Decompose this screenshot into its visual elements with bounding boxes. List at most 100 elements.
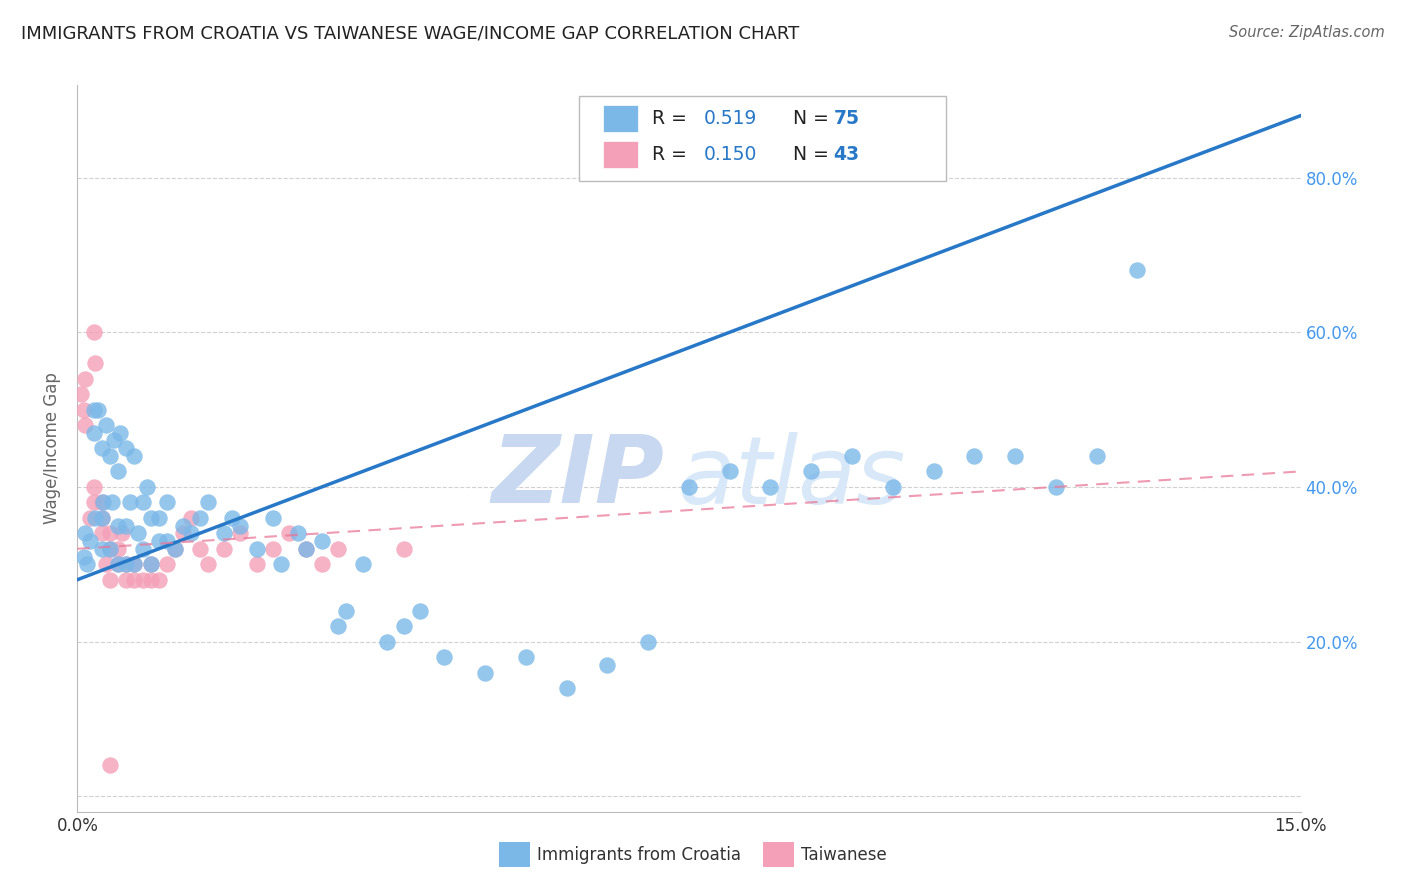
Point bbox=[637, 634, 659, 648]
Point bbox=[180, 526, 202, 541]
Point bbox=[83, 480, 105, 494]
Point bbox=[328, 541, 350, 556]
Point bbox=[963, 449, 986, 463]
FancyBboxPatch shape bbox=[579, 95, 946, 181]
Point bbox=[75, 417, 97, 432]
Point bbox=[131, 573, 153, 587]
Point bbox=[93, 495, 115, 509]
Point bbox=[165, 541, 187, 556]
Text: IMMIGRANTS FROM CROATIA VS TAIWANESE WAGE/INCOME GAP CORRELATION CHART: IMMIGRANTS FROM CROATIA VS TAIWANESE WAG… bbox=[21, 25, 800, 43]
Point bbox=[156, 558, 179, 572]
Point bbox=[718, 465, 741, 479]
Point bbox=[156, 534, 179, 549]
Point bbox=[270, 558, 292, 572]
Point bbox=[124, 558, 146, 572]
Point bbox=[197, 495, 219, 509]
Point bbox=[335, 604, 357, 618]
Point bbox=[75, 526, 97, 541]
Text: N =: N = bbox=[793, 145, 835, 164]
Text: R =: R = bbox=[652, 109, 693, 128]
Point bbox=[392, 619, 415, 633]
Point bbox=[120, 495, 142, 509]
Point bbox=[555, 681, 578, 695]
Point bbox=[352, 558, 374, 572]
Point bbox=[83, 325, 105, 339]
Point bbox=[84, 511, 107, 525]
Point bbox=[294, 541, 316, 556]
Point bbox=[107, 541, 129, 556]
Point bbox=[90, 442, 112, 455]
Point bbox=[800, 465, 823, 479]
Point bbox=[115, 558, 138, 572]
Point bbox=[79, 511, 101, 525]
Point bbox=[922, 465, 945, 479]
Point bbox=[148, 511, 170, 525]
Point bbox=[111, 526, 134, 541]
Point bbox=[115, 558, 138, 572]
Point bbox=[98, 449, 121, 463]
Bar bbox=[603, 141, 637, 169]
Point bbox=[139, 573, 162, 587]
Text: 0.150: 0.150 bbox=[703, 145, 756, 164]
Point bbox=[87, 402, 110, 417]
Point bbox=[188, 541, 211, 556]
Point bbox=[115, 573, 138, 587]
Point bbox=[278, 526, 301, 541]
Point bbox=[139, 558, 162, 572]
Point bbox=[212, 526, 235, 541]
Point bbox=[148, 534, 170, 549]
Point bbox=[84, 356, 107, 370]
Point bbox=[172, 526, 194, 541]
Point bbox=[375, 634, 398, 648]
Bar bbox=[603, 104, 637, 132]
Point bbox=[115, 518, 138, 533]
Point bbox=[75, 371, 97, 385]
Text: ZIP: ZIP bbox=[492, 432, 665, 524]
Text: 0.519: 0.519 bbox=[703, 109, 756, 128]
Point bbox=[70, 387, 93, 401]
Point bbox=[90, 541, 112, 556]
Point bbox=[107, 558, 129, 572]
Point bbox=[135, 480, 157, 494]
Point bbox=[124, 449, 146, 463]
Point bbox=[90, 495, 112, 509]
Point bbox=[262, 541, 284, 556]
Point bbox=[287, 526, 309, 541]
Text: atlas: atlas bbox=[676, 432, 905, 523]
Point bbox=[262, 511, 284, 525]
Point bbox=[188, 511, 211, 525]
Point bbox=[1004, 449, 1026, 463]
Point bbox=[79, 534, 101, 549]
Point bbox=[98, 541, 121, 556]
Point bbox=[246, 541, 269, 556]
Text: 43: 43 bbox=[834, 145, 859, 164]
Point bbox=[124, 573, 146, 587]
Point bbox=[197, 558, 219, 572]
Point bbox=[172, 518, 194, 533]
Text: Immigrants from Croatia: Immigrants from Croatia bbox=[537, 846, 741, 863]
Point bbox=[678, 480, 700, 494]
Text: N =: N = bbox=[793, 109, 835, 128]
Point bbox=[882, 480, 904, 494]
Point bbox=[98, 541, 121, 556]
Point bbox=[156, 495, 179, 509]
Point bbox=[124, 558, 146, 572]
Point bbox=[328, 619, 350, 633]
Point bbox=[139, 558, 162, 572]
Point bbox=[90, 511, 112, 525]
Point bbox=[107, 518, 129, 533]
Point bbox=[1085, 449, 1108, 463]
Point bbox=[841, 449, 863, 463]
Point bbox=[515, 650, 537, 665]
Point bbox=[127, 526, 149, 541]
Point bbox=[98, 758, 121, 772]
Point bbox=[311, 558, 333, 572]
Point bbox=[100, 495, 122, 509]
Point bbox=[294, 541, 316, 556]
Point bbox=[107, 558, 129, 572]
Point bbox=[180, 511, 202, 525]
Point bbox=[73, 549, 96, 564]
Point bbox=[1045, 480, 1067, 494]
Point bbox=[73, 402, 96, 417]
Point bbox=[103, 434, 125, 448]
